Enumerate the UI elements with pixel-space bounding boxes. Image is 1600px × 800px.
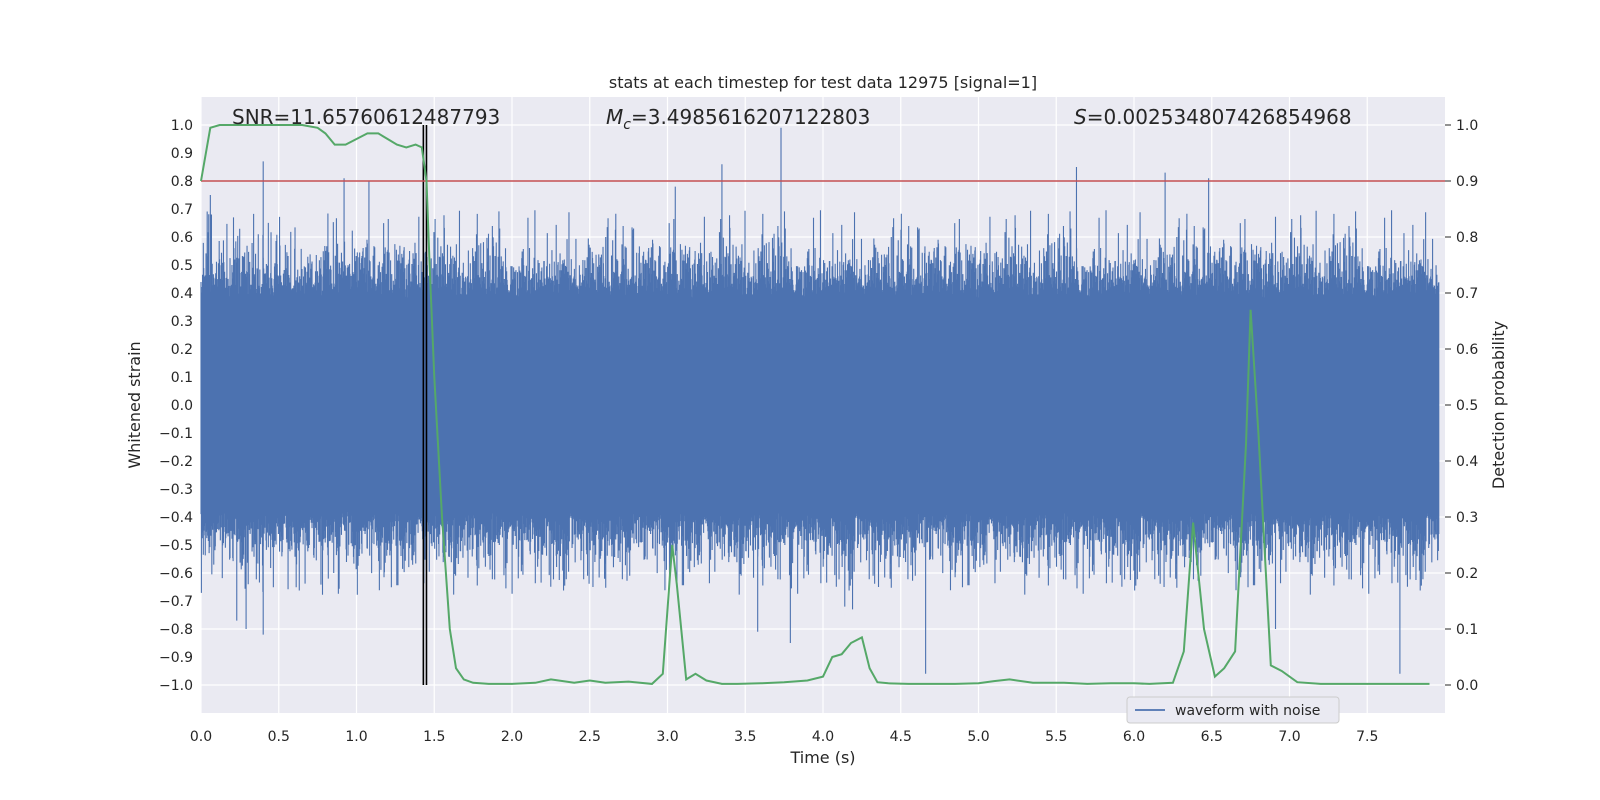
legend-label: waveform with noise xyxy=(1175,703,1320,719)
chirp-mass-annotation: Mc=3.4985616207122803 xyxy=(606,105,870,133)
y-tick-label: −0.6 xyxy=(159,566,193,582)
spin-value: =0.002534807426854968 xyxy=(1087,105,1352,129)
x-tick-label: 7.0 xyxy=(1278,729,1300,745)
marker-lines xyxy=(422,125,428,685)
legend: waveform with noise xyxy=(1126,696,1340,724)
y-tick-label: −0.3 xyxy=(159,482,193,498)
y-tick-label: 0.7 xyxy=(171,202,193,218)
x-tick-label: 6.5 xyxy=(1201,729,1223,745)
x-tick-label: 1.0 xyxy=(345,729,367,745)
y-tick-label: 0.9 xyxy=(171,146,193,162)
y-tick-label: 0.0 xyxy=(171,398,193,414)
chirp-mass-subscript: c xyxy=(623,117,631,133)
x-tick-label: 3.0 xyxy=(656,729,678,745)
chirp-mass-symbol: M xyxy=(606,105,623,129)
x-tick-label: 4.5 xyxy=(890,729,912,745)
snr-annotation: SNR=11.65760612487793 xyxy=(232,105,500,129)
y-tick-label: 0.1 xyxy=(171,370,193,386)
y2-axis-ticks: 0.0 0.1 0.2 0.3 0.4 0.5 0.6 0.7 0.8 0.9 1.0 xyxy=(1445,118,1478,694)
waveform-line xyxy=(200,127,1440,674)
x-tick-label: 0.5 xyxy=(268,729,290,745)
y2-tick-label: 0.0 xyxy=(1456,678,1478,694)
probability-line xyxy=(200,124,1430,685)
y-axis-label: Whitened strain xyxy=(125,341,144,468)
y-tick-label: −0.8 xyxy=(159,622,193,638)
x-tick-label: 5.0 xyxy=(967,729,989,745)
y-tick-label: −0.5 xyxy=(159,538,193,554)
y-tick-label: 0.8 xyxy=(171,174,193,190)
chart-title: stats at each timestep for test data 129… xyxy=(609,73,1037,92)
y-tick-label: −0.1 xyxy=(159,426,193,442)
y2-tick-label: 0.1 xyxy=(1456,622,1478,638)
x-tick-label: 4.0 xyxy=(812,729,834,745)
spin-annotation: S=0.002534807426854968 xyxy=(1074,105,1352,129)
y2-tick-label: 0.7 xyxy=(1456,286,1478,302)
y-tick-label: −0.2 xyxy=(159,454,193,470)
spin-symbol: S xyxy=(1074,105,1087,129)
y-tick-label: −1.0 xyxy=(159,678,193,694)
y2-tick-label: 0.2 xyxy=(1456,566,1478,582)
y-tick-label: 0.2 xyxy=(171,342,193,358)
x-tick-label: 0.0 xyxy=(190,729,212,745)
waveform-series xyxy=(200,127,1440,674)
y2-tick-label: 0.9 xyxy=(1456,174,1478,190)
y-tick-label: 0.5 xyxy=(171,258,193,274)
y2-tick-label: 0.3 xyxy=(1456,510,1478,526)
x-tick-label: 5.5 xyxy=(1045,729,1067,745)
x-tick-label: 6.0 xyxy=(1123,729,1145,745)
y2-axis-label: Detection probability xyxy=(1489,321,1508,489)
probability-series xyxy=(200,124,1430,685)
x-tick-label: 3.5 xyxy=(734,729,756,745)
y-tick-label: 0.6 xyxy=(171,230,193,246)
x-axis-ticks: 0.0 0.5 1.0 1.5 2.0 2.5 3.0 3.5 4.0 4.5 5.0 5.5 6.0 6… xyxy=(190,729,1379,745)
y2-tick-label: 1.0 xyxy=(1456,118,1478,134)
y2-tick-label: 0.5 xyxy=(1456,398,1478,414)
y-axis-ticks: −1.0 −0.9 −0.8 −0.7 −0.6 −0.5 −0.4 −0.3 −0.2 −0.1… xyxy=(159,118,193,694)
y2-tick-label: 0.4 xyxy=(1456,454,1478,470)
y-tick-label: 1.0 xyxy=(171,118,193,134)
y2-tick-label: 0.8 xyxy=(1456,230,1478,246)
x-tick-label: 2.5 xyxy=(579,729,601,745)
y-tick-label: −0.4 xyxy=(159,510,193,526)
y-tick-label: 0.3 xyxy=(171,314,193,330)
x-tick-label: 1.5 xyxy=(423,729,445,745)
y2-tick-label: 0.6 xyxy=(1456,342,1478,358)
y-tick-label: −0.9 xyxy=(159,650,193,666)
chirp-mass-value: =3.4985616207122803 xyxy=(631,105,870,129)
y-tick-label: 0.4 xyxy=(171,286,193,302)
x-tick-label: 7.5 xyxy=(1356,729,1378,745)
x-axis-label: Time (s) xyxy=(789,748,855,767)
x-tick-label: 2.0 xyxy=(501,729,523,745)
y-tick-label: −0.7 xyxy=(159,594,193,610)
legend-box xyxy=(1126,696,1340,724)
